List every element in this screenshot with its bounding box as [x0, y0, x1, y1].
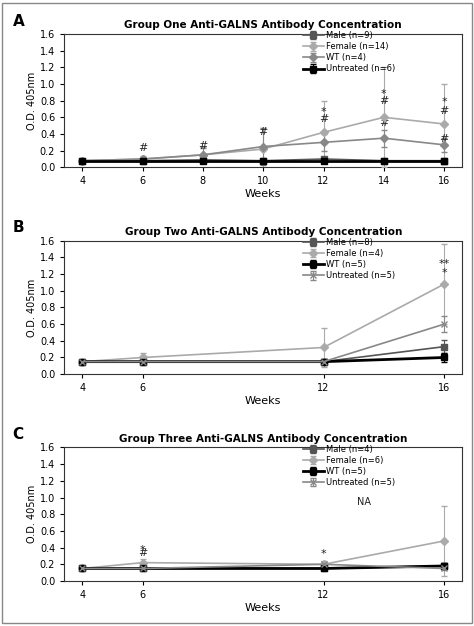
Text: #: # [198, 141, 208, 151]
Text: C: C [12, 427, 24, 442]
Legend: Male (n=9), Female (n=14), WT (n=4), Untreated (n=6): Male (n=9), Female (n=14), WT (n=4), Unt… [303, 31, 396, 73]
Text: *: * [441, 268, 447, 278]
Legend: Male (n=8), Female (n=4), WT (n=5), Untreated (n=5): Male (n=8), Female (n=4), WT (n=5), Untr… [303, 238, 395, 280]
Y-axis label: O.D. 405nm: O.D. 405nm [27, 279, 37, 337]
Text: #: # [379, 96, 389, 106]
Y-axis label: O.D. 405nm: O.D. 405nm [27, 485, 37, 543]
Title: Group Three Anti-GALNS Antibody Concentration: Group Three Anti-GALNS Antibody Concentr… [119, 434, 408, 444]
Text: #: # [258, 127, 268, 137]
Text: *: * [441, 97, 447, 107]
Text: #: # [138, 143, 147, 153]
X-axis label: Weeks: Weeks [245, 603, 282, 613]
Text: B: B [12, 220, 24, 235]
Text: *: * [140, 545, 146, 555]
Text: *: * [321, 549, 327, 559]
Text: A: A [12, 14, 24, 29]
X-axis label: Weeks: Weeks [245, 189, 282, 199]
Text: *: * [321, 107, 327, 117]
Text: **: ** [438, 259, 450, 269]
Text: #: # [439, 134, 449, 144]
Text: #: # [138, 548, 147, 558]
Text: #: # [439, 106, 449, 116]
Legend: Male (n=4), Female (n=6), WT (n=5), Untreated (n=5): Male (n=4), Female (n=6), WT (n=5), Untr… [303, 445, 395, 487]
Y-axis label: O.D. 405nm: O.D. 405nm [27, 71, 37, 130]
Text: *: * [381, 89, 387, 99]
Text: NA: NA [357, 496, 371, 506]
X-axis label: Weeks: Weeks [245, 396, 282, 406]
Text: #: # [379, 118, 389, 128]
Text: #: # [319, 114, 328, 124]
Title: Group One Anti-GALNS Antibody Concentration: Group One Anti-GALNS Antibody Concentrat… [125, 20, 402, 30]
Title: Group Two Anti-GALNS Antibody Concentration: Group Two Anti-GALNS Antibody Concentrat… [125, 227, 402, 237]
